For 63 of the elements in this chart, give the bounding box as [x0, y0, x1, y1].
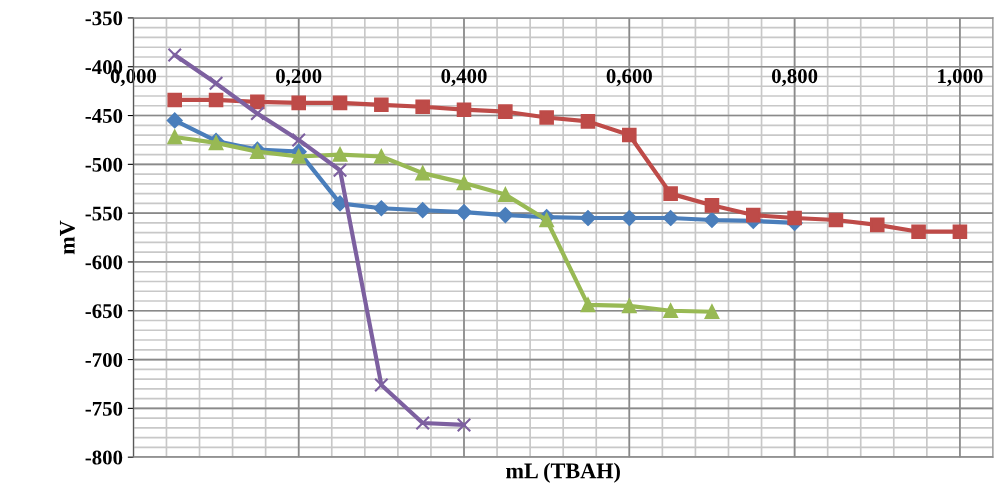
y-tick-label: -450 [85, 108, 123, 123]
point [456, 204, 472, 221]
point [580, 210, 596, 226]
point [291, 95, 306, 111]
point [332, 95, 348, 111]
point [456, 102, 472, 117]
y-tick-label: -650 [85, 304, 123, 319]
y-tick-label: -600 [85, 255, 123, 270]
y-tick-label: -800 [85, 450, 123, 465]
point [414, 202, 431, 219]
y-tick-label: -750 [85, 401, 123, 416]
point [704, 198, 720, 213]
point [208, 92, 224, 108]
point [952, 224, 968, 239]
point [621, 210, 638, 226]
point [869, 217, 885, 233]
y-axis-title: mV [59, 220, 75, 255]
point [498, 187, 513, 202]
y-tick-label: -350 [85, 11, 123, 26]
point [497, 207, 514, 224]
point [250, 106, 265, 121]
point [498, 104, 513, 119]
point [456, 417, 472, 433]
point [828, 212, 844, 228]
point [704, 212, 720, 228]
x-tick-label: 0,800 [771, 69, 818, 87]
y-tick-label: -700 [85, 352, 123, 367]
point [580, 114, 596, 129]
x-axis-title: mL (TBAH) [506, 462, 620, 483]
point [663, 303, 678, 319]
point [291, 149, 306, 164]
x-tick-label: 0,400 [441, 69, 487, 87]
point [374, 377, 389, 393]
y-tick-label: -500 [85, 157, 123, 172]
point [250, 94, 265, 110]
point [622, 127, 637, 143]
point [167, 129, 183, 145]
point [787, 210, 802, 226]
point [745, 207, 761, 223]
point [704, 304, 720, 320]
point [622, 298, 637, 314]
point [167, 47, 183, 63]
point [911, 224, 926, 239]
point [374, 149, 389, 164]
point [662, 210, 679, 226]
point [167, 92, 183, 108]
point [415, 165, 430, 181]
point [456, 175, 472, 191]
x-tick-label: 1,000 [938, 69, 983, 87]
point [415, 99, 430, 115]
point [663, 186, 678, 201]
point [580, 297, 596, 313]
x-tick-label: 0,200 [276, 69, 322, 87]
point [166, 112, 183, 129]
point [415, 415, 430, 431]
point [208, 76, 224, 91]
point [373, 200, 390, 217]
point [539, 110, 554, 125]
y-tick-label: -550 [85, 206, 123, 221]
point [332, 162, 348, 178]
point [374, 97, 389, 113]
x-tick-label: 0,600 [606, 69, 652, 87]
point [332, 147, 348, 162]
